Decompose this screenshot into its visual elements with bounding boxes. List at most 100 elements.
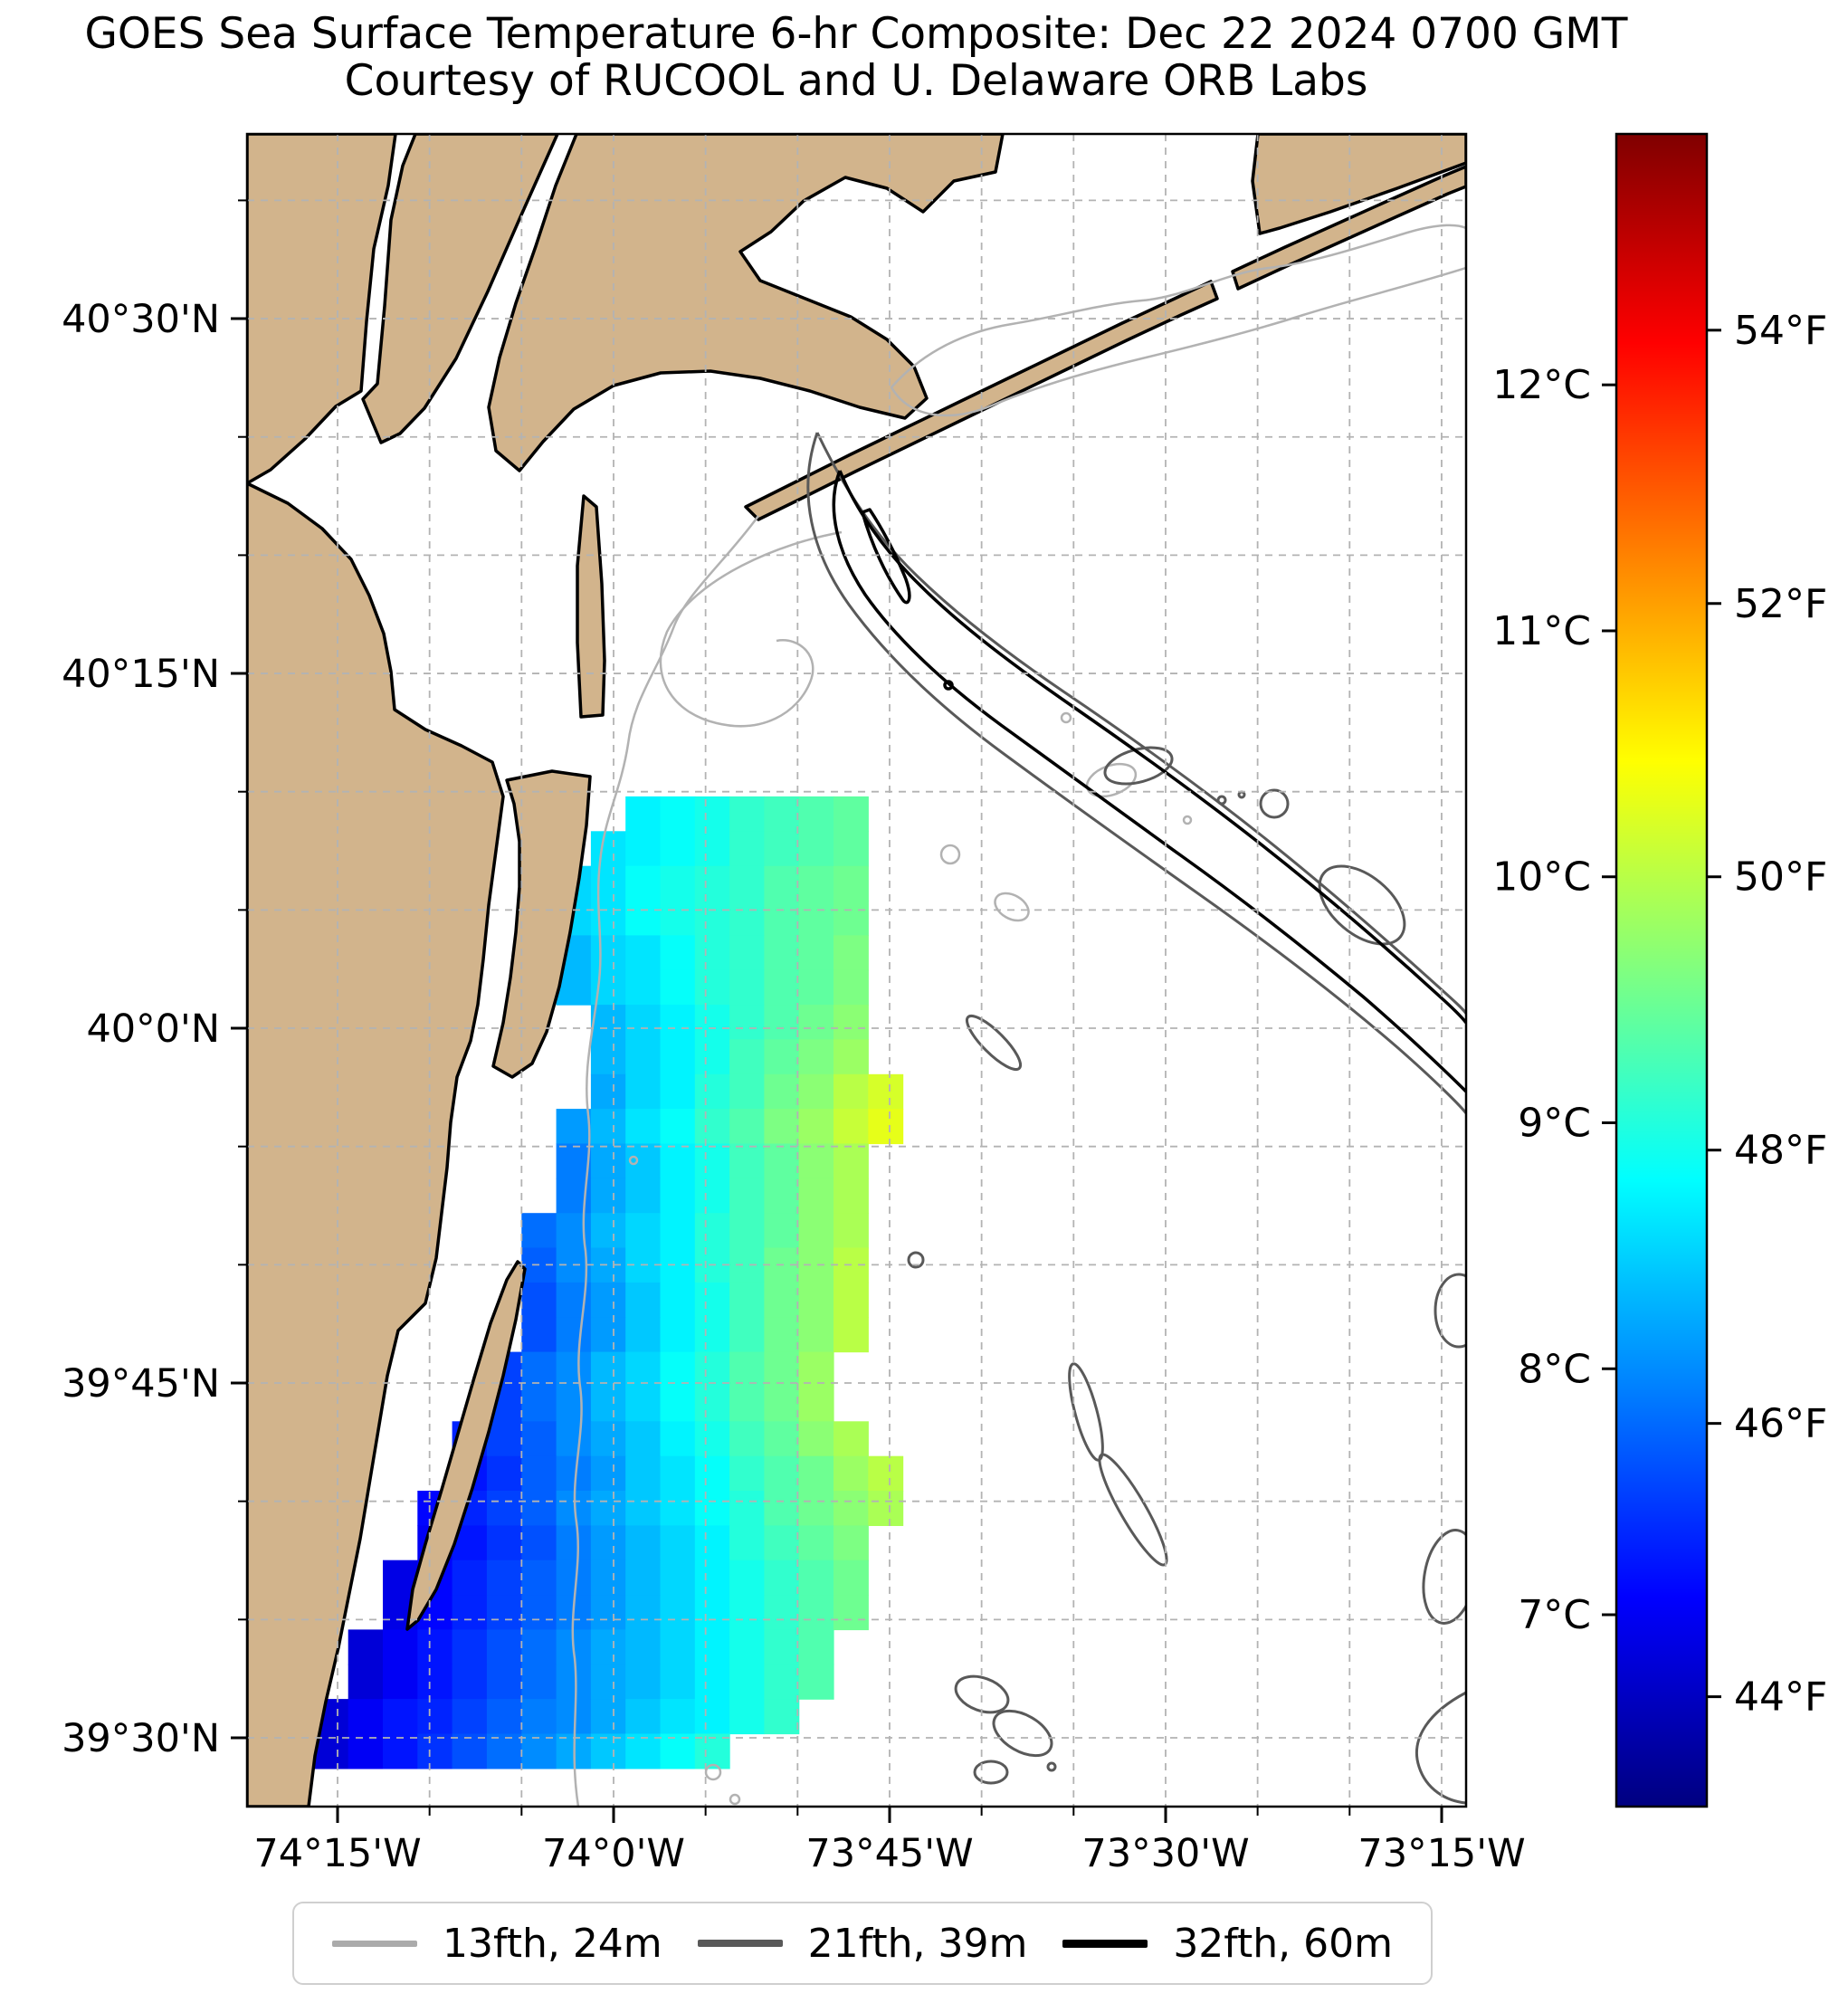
sst-cell [590, 1699, 626, 1735]
sst-cell [798, 1109, 834, 1145]
sst-cell [764, 1351, 800, 1388]
y-tick-label: 39°45'N [62, 1361, 220, 1407]
contour-21fth-islet [1216, 795, 1227, 806]
sst-cell [729, 969, 765, 1006]
legend-line-21fth-swatch [697, 1940, 783, 1947]
contour-32fth-dot [943, 680, 954, 691]
barrier-island-jones-beach [744, 280, 1219, 521]
sst-cell [521, 1525, 557, 1561]
y-tick-label: 40°15'N [62, 652, 220, 697]
sst-cell [625, 865, 662, 901]
sst-cell [452, 1595, 488, 1631]
sst-cell [834, 1143, 869, 1179]
sst-cell [521, 1213, 557, 1249]
sst-cell [660, 935, 696, 971]
sst-cell [590, 831, 626, 867]
x-tick-label: 73°45'W [805, 1831, 973, 1876]
graticule-layer [247, 134, 1466, 1807]
sst-cell [660, 1109, 696, 1145]
sst-cell [729, 1559, 765, 1596]
sst-cell [729, 1073, 765, 1110]
legend-item-13fth: 13fth, 24m [332, 1921, 662, 1967]
sst-cell [521, 1595, 557, 1631]
contour-13fth-hook [659, 530, 843, 728]
sst-cell [764, 796, 800, 832]
colorbar-ticks [1602, 329, 1721, 1699]
sst-cell [834, 1005, 869, 1041]
contour-21fth-islet [1434, 1273, 1466, 1349]
sst-cell [556, 1525, 592, 1561]
sst-cell [383, 1664, 418, 1700]
sst-cell [694, 1109, 730, 1145]
sst-cell [764, 1039, 800, 1075]
sst-cell [625, 1143, 662, 1179]
sst-cell [556, 1664, 592, 1700]
sst-cell [556, 1351, 592, 1388]
sst-cell [834, 1455, 869, 1492]
sst-cell [625, 1525, 662, 1561]
sst-cell [834, 1525, 869, 1561]
sst-cell [834, 1109, 869, 1145]
sst-cell [521, 1282, 557, 1318]
sst-cell [729, 1629, 765, 1665]
sst-cell [625, 1178, 662, 1214]
sst-cell [764, 1178, 800, 1214]
sst-cell [798, 1317, 834, 1353]
sst-cell [521, 1387, 557, 1422]
y-tick-label: 39°30'N [62, 1716, 220, 1761]
sst-cell [868, 1109, 904, 1145]
sst-cell [694, 1317, 730, 1353]
sst-cell [798, 1664, 834, 1700]
sst-cell [834, 901, 869, 936]
sst-cell [694, 1559, 730, 1596]
colorbar-gradient [1615, 132, 1709, 1808]
sst-cell [834, 1178, 869, 1214]
sst-cell [834, 969, 869, 1006]
legend-item-32fth: 32fth, 60m [1062, 1921, 1393, 1967]
sst-cell [798, 1351, 834, 1388]
sst-cell [798, 935, 834, 971]
sst-cell [625, 1387, 662, 1422]
sst-cell [798, 1282, 834, 1318]
contour-13fth-islet [628, 1155, 639, 1166]
sst-cell [625, 1073, 662, 1110]
sst-cell [798, 1629, 834, 1665]
sst-cell [729, 1421, 765, 1457]
sst-cell [798, 901, 834, 936]
sst-cell [625, 796, 662, 832]
sst-cell [486, 1525, 522, 1561]
contour-21fth-islet [954, 1674, 1010, 1714]
sst-cell [764, 1699, 800, 1735]
sst-cell [625, 1699, 662, 1735]
sst-cell [625, 1595, 662, 1631]
sst-cell [764, 901, 800, 936]
sst-cell [764, 1559, 800, 1596]
sst-cell [383, 1629, 418, 1665]
sst-cell [834, 831, 869, 867]
x-tick-label: 74°0'W [542, 1831, 685, 1876]
sst-cell [764, 1109, 800, 1145]
axis-ticks [231, 199, 1443, 1823]
colorbar-label-fahrenheit: 50°F [1734, 854, 1827, 901]
sst-cell [694, 1351, 730, 1388]
sst-cell [694, 1005, 730, 1041]
sst-cell [694, 935, 730, 971]
map-axes: 74°15'W 74°0'W 73°45'W 73°30'W 73°15'W 40°30'… [62, 132, 1526, 1876]
contour-21fth-corner [1415, 1691, 1466, 1805]
figure-title-line2: Courtesy of RUCOOL and U. Delaware ORB L… [344, 56, 1368, 106]
sst-cell [521, 1699, 557, 1735]
barrier-island-long-beach [405, 1260, 527, 1631]
land-layer [247, 134, 1466, 1807]
sst-cell [798, 1387, 834, 1422]
contour-13fth-islet [1182, 815, 1193, 825]
sst-cell [590, 1351, 626, 1388]
sst-cell [660, 1143, 696, 1179]
land-long-island-east [1251, 134, 1466, 235]
sst-cell [590, 1664, 626, 1700]
sst-cell [834, 935, 869, 971]
colorbar-label-fahrenheit: 46°F [1734, 1401, 1827, 1447]
x-tick-label: 73°30'W [1081, 1831, 1249, 1876]
sst-cell [729, 1455, 765, 1492]
x-tick-label: 74°15'W [253, 1831, 421, 1876]
